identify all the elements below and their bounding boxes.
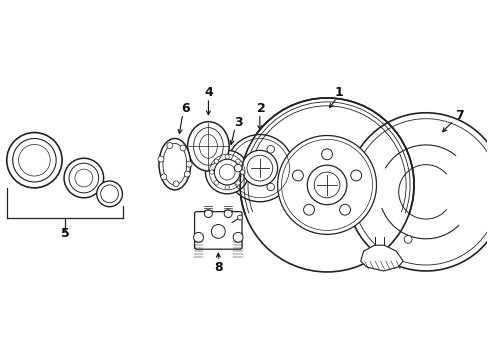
Ellipse shape bbox=[188, 122, 229, 171]
Text: 8: 8 bbox=[214, 261, 222, 274]
Circle shape bbox=[233, 233, 243, 242]
Circle shape bbox=[240, 98, 414, 272]
Circle shape bbox=[242, 150, 278, 186]
Text: 5: 5 bbox=[61, 227, 70, 240]
Circle shape bbox=[340, 204, 350, 215]
Circle shape bbox=[211, 225, 225, 238]
Circle shape bbox=[210, 170, 214, 174]
Circle shape bbox=[13, 139, 56, 182]
Circle shape bbox=[167, 143, 173, 149]
Circle shape bbox=[238, 215, 243, 220]
Circle shape bbox=[293, 170, 303, 181]
Text: 4: 4 bbox=[204, 86, 213, 99]
Circle shape bbox=[204, 210, 212, 217]
Circle shape bbox=[214, 181, 219, 185]
Circle shape bbox=[267, 145, 274, 153]
Ellipse shape bbox=[159, 139, 191, 190]
Circle shape bbox=[64, 158, 103, 198]
Text: 3: 3 bbox=[234, 116, 243, 129]
Circle shape bbox=[180, 145, 186, 151]
Text: 7: 7 bbox=[455, 109, 464, 122]
Circle shape bbox=[186, 161, 192, 167]
Circle shape bbox=[214, 159, 240, 185]
Circle shape bbox=[241, 170, 245, 174]
Circle shape bbox=[307, 165, 347, 205]
Circle shape bbox=[205, 150, 249, 194]
Circle shape bbox=[97, 181, 122, 207]
Circle shape bbox=[184, 171, 190, 177]
Circle shape bbox=[278, 135, 376, 234]
Circle shape bbox=[75, 169, 93, 187]
Circle shape bbox=[173, 181, 179, 187]
Circle shape bbox=[321, 149, 333, 160]
Ellipse shape bbox=[194, 127, 223, 165]
Circle shape bbox=[194, 233, 203, 242]
Circle shape bbox=[161, 174, 167, 180]
Circle shape bbox=[224, 210, 232, 217]
Circle shape bbox=[226, 135, 294, 202]
Text: 1: 1 bbox=[335, 86, 343, 99]
Circle shape bbox=[225, 185, 229, 190]
Circle shape bbox=[304, 204, 315, 215]
Circle shape bbox=[158, 156, 164, 162]
Circle shape bbox=[404, 235, 412, 243]
Ellipse shape bbox=[163, 143, 187, 185]
Circle shape bbox=[214, 159, 219, 163]
Circle shape bbox=[69, 163, 98, 193]
Polygon shape bbox=[361, 245, 403, 271]
Circle shape bbox=[234, 165, 242, 172]
Ellipse shape bbox=[199, 135, 218, 158]
Circle shape bbox=[225, 154, 229, 159]
Circle shape bbox=[19, 144, 50, 176]
Circle shape bbox=[236, 181, 240, 185]
Circle shape bbox=[7, 132, 62, 188]
FancyBboxPatch shape bbox=[195, 212, 242, 249]
Circle shape bbox=[236, 159, 240, 163]
Circle shape bbox=[267, 183, 274, 191]
Circle shape bbox=[100, 185, 119, 203]
Circle shape bbox=[351, 170, 362, 181]
Text: 6: 6 bbox=[181, 102, 190, 115]
Text: 2: 2 bbox=[257, 102, 266, 115]
